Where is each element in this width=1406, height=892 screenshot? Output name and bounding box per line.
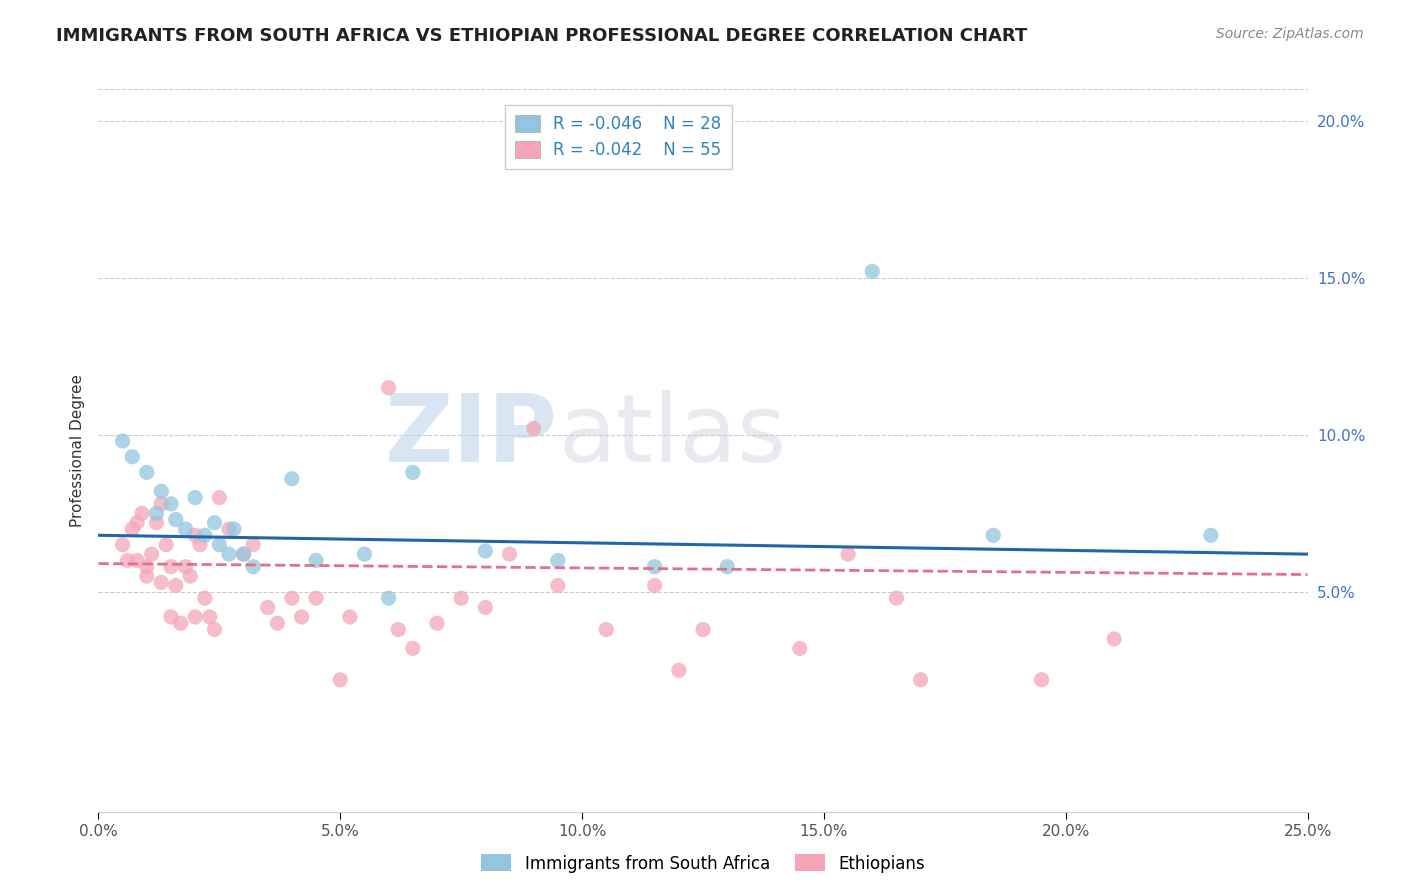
Point (242, 538, 264, 552)
Point (194, 528, 217, 542)
Point (121, 522, 143, 536)
Point (165, 578, 187, 592)
Point (174, 522, 197, 536)
Point (135, 569, 157, 583)
Point (860, 264, 883, 278)
Point (377, 591, 399, 606)
Point (121, 450, 143, 464)
Point (145, 516, 167, 530)
Point (204, 623, 226, 637)
Point (450, 591, 472, 606)
Point (111, 538, 134, 552)
Point (377, 381, 399, 395)
Point (547, 553, 569, 567)
Point (498, 547, 520, 561)
Point (174, 559, 197, 574)
Point (141, 547, 163, 561)
Point (127, 516, 149, 530)
Point (789, 641, 811, 656)
Point (188, 538, 211, 552)
Point (150, 497, 173, 511)
Point (179, 569, 201, 583)
Point (145, 506, 167, 520)
Point (305, 553, 328, 567)
Point (1031, 673, 1053, 687)
Point (131, 506, 153, 520)
Text: ZIP: ZIP (385, 390, 558, 482)
Point (208, 538, 231, 552)
Point (1199, 528, 1222, 542)
Point (218, 522, 240, 536)
Point (135, 466, 157, 480)
Point (290, 610, 312, 624)
Point (426, 616, 449, 631)
Point (1102, 632, 1125, 646)
Point (281, 472, 304, 486)
Point (329, 673, 352, 687)
Point (208, 491, 231, 505)
Point (886, 591, 908, 606)
Point (644, 578, 666, 592)
Point (160, 559, 183, 574)
Point (232, 547, 254, 561)
Point (184, 491, 207, 505)
Point (155, 538, 177, 552)
Point (981, 528, 1004, 542)
Point (305, 591, 328, 606)
Point (194, 591, 217, 606)
Point (547, 578, 569, 592)
Point (165, 512, 187, 526)
Point (222, 522, 245, 536)
Point (644, 559, 666, 574)
Point (523, 421, 546, 435)
Point (353, 547, 375, 561)
Legend: Immigrants from South Africa, Ethiopians: Immigrants from South Africa, Ethiopians (475, 847, 931, 880)
Point (668, 664, 690, 678)
Point (402, 641, 425, 656)
Point (204, 516, 226, 530)
Point (198, 610, 221, 624)
Point (595, 623, 617, 637)
Point (242, 559, 264, 574)
Point (232, 547, 254, 561)
Point (169, 616, 191, 631)
Point (837, 547, 859, 561)
Point (160, 497, 183, 511)
Text: IMMIGRANTS FROM SOUTH AFRICA VS ETHIOPIAN PROFESSIONAL DEGREE CORRELATION CHART: IMMIGRANTS FROM SOUTH AFRICA VS ETHIOPIA… (56, 27, 1028, 45)
Y-axis label: Professional Degree: Professional Degree (69, 374, 84, 527)
Point (150, 484, 173, 499)
Text: atlas: atlas (558, 390, 786, 482)
Point (910, 673, 932, 687)
Point (339, 610, 361, 624)
Point (474, 544, 496, 558)
Point (160, 610, 183, 624)
Legend: R = -0.046    N = 28, R = -0.042    N = 55: R = -0.046 N = 28, R = -0.042 N = 55 (505, 104, 731, 169)
Text: Source: ZipAtlas.com: Source: ZipAtlas.com (1216, 27, 1364, 41)
Point (127, 553, 149, 567)
Point (256, 600, 278, 615)
Point (111, 434, 134, 448)
Point (474, 600, 496, 615)
Point (150, 575, 173, 590)
Point (184, 610, 207, 624)
Point (218, 547, 240, 561)
Point (135, 559, 157, 574)
Point (387, 623, 409, 637)
Point (716, 559, 738, 574)
Point (402, 466, 425, 480)
Point (692, 623, 714, 637)
Point (281, 591, 304, 606)
Point (266, 616, 288, 631)
Point (184, 528, 207, 542)
Point (117, 553, 139, 567)
